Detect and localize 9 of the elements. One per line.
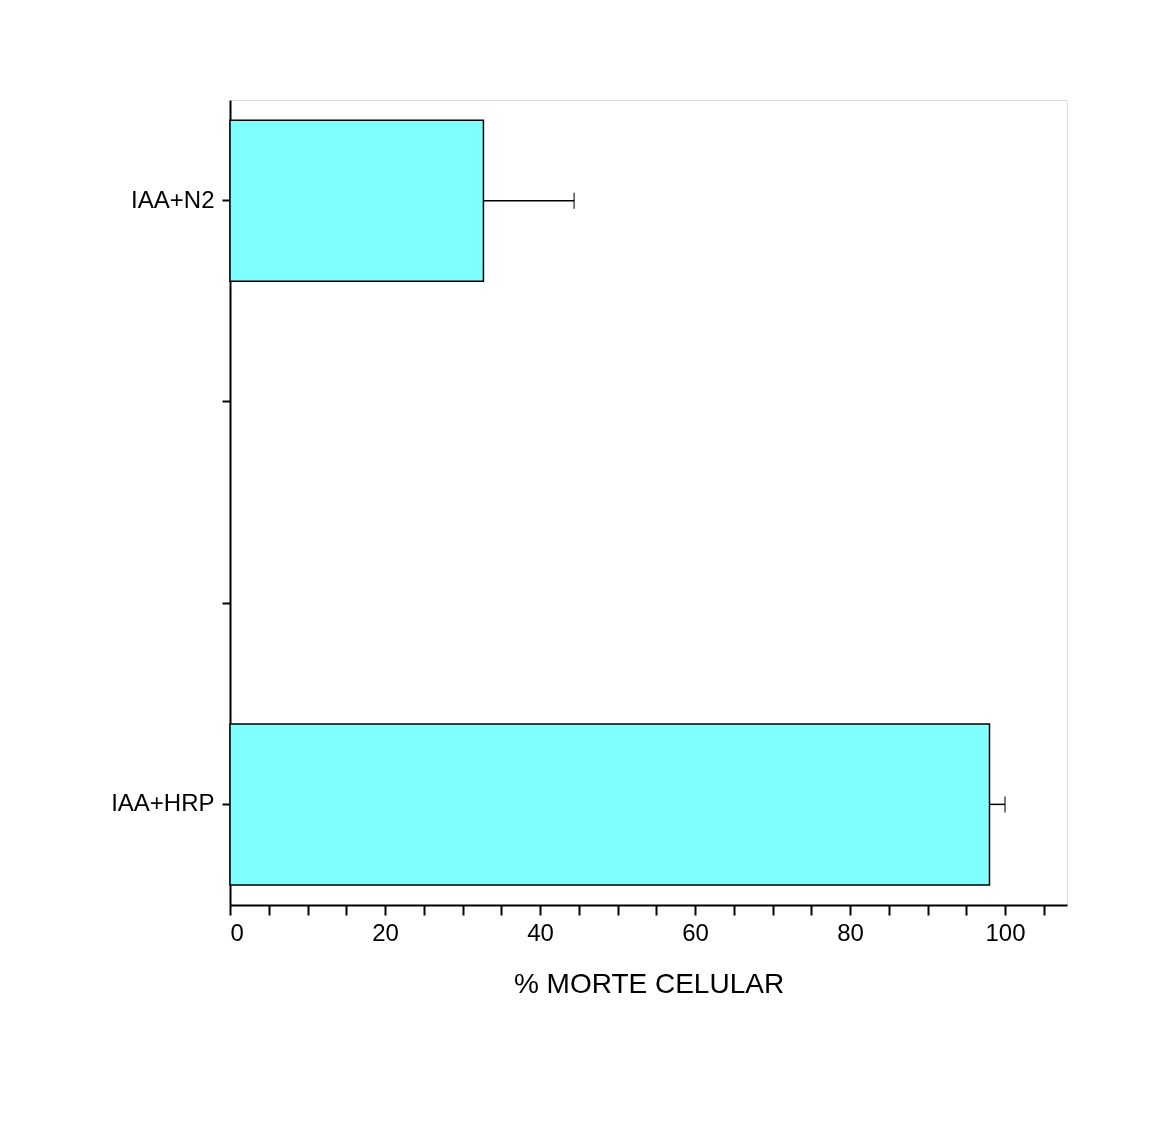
x-tick-label: 80: [837, 918, 864, 946]
x-tick-label: 100: [985, 918, 1026, 946]
x-tick-label: 60: [682, 918, 709, 946]
x-tick-label: 40: [527, 918, 554, 946]
x-tick-label: 0: [230, 918, 244, 946]
x-tick-label: 20: [372, 918, 399, 946]
x-axis-title: % MORTE CELULAR: [513, 967, 785, 999]
y-tick-label: IAA+HRP: [111, 789, 215, 817]
y-tick-label: IAA+N2: [131, 185, 215, 213]
